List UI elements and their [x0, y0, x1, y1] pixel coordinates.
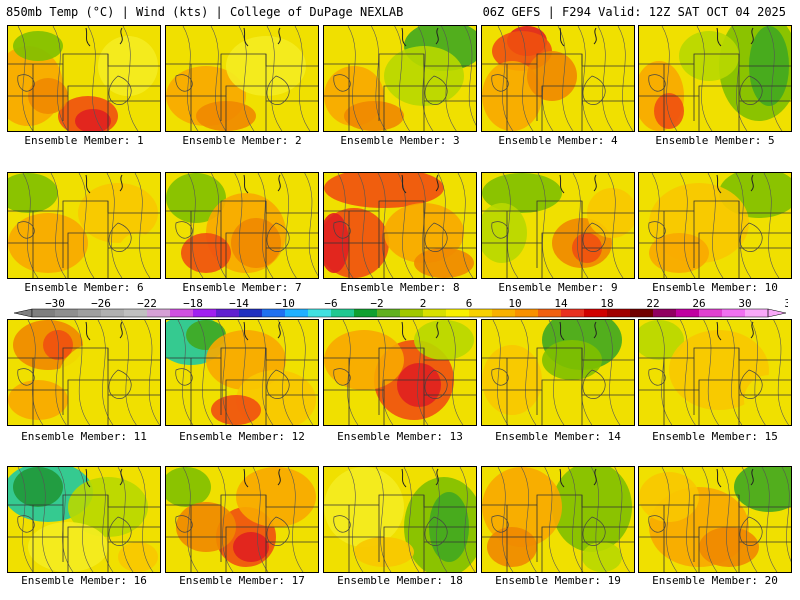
- ensemble-member-map: [481, 466, 635, 573]
- ensemble-member-label: Ensemble Member: 4: [498, 134, 618, 147]
- model-valid-time: 06Z GEFS | F294 Valid: 12Z SAT OCT 04 20…: [482, 5, 786, 19]
- ensemble-member-map: [481, 172, 635, 279]
- ensemble-member-map: [481, 319, 635, 426]
- ensemble-member-label: Ensemble Member: 7: [182, 281, 302, 294]
- ensemble-member-label: Ensemble Member: 8: [340, 281, 460, 294]
- colorbar-tick-label: −14: [229, 297, 249, 310]
- ensemble-member-map: [165, 25, 319, 132]
- ensemble-member-label: Ensemble Member: 1: [24, 134, 144, 147]
- colorbar-tick-label: −18: [183, 297, 203, 310]
- ensemble-member-map: [481, 25, 635, 132]
- colorbar-tick-label: −6: [324, 297, 337, 310]
- colorbar-tick-label: 10: [508, 297, 521, 310]
- colorbar-tick-label: −10: [275, 297, 295, 310]
- ensemble-member-label: Ensemble Member: 10: [652, 281, 778, 294]
- ensemble-member-label: Ensemble Member: 13: [337, 430, 463, 443]
- ensemble-member-label: Ensemble Member: 2: [182, 134, 302, 147]
- ensemble-member-label: Ensemble Member: 3: [340, 134, 460, 147]
- ensemble-member-label: Ensemble Member: 20: [652, 574, 778, 587]
- ensemble-member-map: [165, 319, 319, 426]
- colorbar-tick-label: 34: [784, 297, 788, 310]
- colorbar-tick-label: 14: [554, 297, 568, 310]
- ensemble-member-map: [7, 172, 161, 279]
- ensemble-member-map: [323, 172, 477, 279]
- ensemble-member-map: [165, 466, 319, 573]
- ensemble-member-map: [638, 466, 792, 573]
- colorbar-tick-label: 6: [466, 297, 473, 310]
- ensemble-member-map: [638, 319, 792, 426]
- ensemble-member-label: Ensemble Member: 19: [495, 574, 621, 587]
- ensemble-member-label: Ensemble Member: 6: [24, 281, 144, 294]
- ensemble-member-map: [638, 172, 792, 279]
- colorbar-tick-label: −22: [137, 297, 157, 310]
- map-title: 850mb Temp (°C) | Wind (kts) | College o…: [6, 5, 404, 19]
- ensemble-member-label: Ensemble Member: 16: [21, 574, 147, 587]
- ensemble-member-label: Ensemble Member: 9: [498, 281, 618, 294]
- colorbar-tick-label: −2: [370, 297, 383, 310]
- colorbar-tick-label: 22: [646, 297, 659, 310]
- ensemble-member-label: Ensemble Member: 14: [495, 430, 621, 443]
- ensemble-member-map: [323, 319, 477, 426]
- colorbar-tick-label: −30: [45, 297, 65, 310]
- ensemble-member-label: Ensemble Member: 15: [652, 430, 778, 443]
- colorbar-tick-label: 18: [600, 297, 613, 310]
- ensemble-member-label: Ensemble Member: 12: [179, 430, 305, 443]
- ensemble-member-map: [7, 319, 161, 426]
- ensemble-member-map: [323, 25, 477, 132]
- ensemble-member-label: Ensemble Member: 11: [21, 430, 147, 443]
- colorbar-tick-label: −26: [91, 297, 111, 310]
- ensemble-member-label: Ensemble Member: 5: [655, 134, 775, 147]
- colorbar-tick-label: 30: [738, 297, 751, 310]
- colorbar-tick-label: 26: [692, 297, 705, 310]
- ensemble-member-map: [165, 172, 319, 279]
- ensemble-member-label: Ensemble Member: 17: [179, 574, 305, 587]
- ensemble-member-map: [7, 25, 161, 132]
- temperature-colorbar: −30−26−22−18−14−10−6−2261014182226303438…: [13, 297, 788, 318]
- colorbar-tick-label: 2: [420, 297, 427, 310]
- ensemble-member-label: Ensemble Member: 18: [337, 574, 463, 587]
- ensemble-member-map: [7, 466, 161, 573]
- ensemble-member-map: [323, 466, 477, 573]
- ensemble-member-map: [638, 25, 792, 132]
